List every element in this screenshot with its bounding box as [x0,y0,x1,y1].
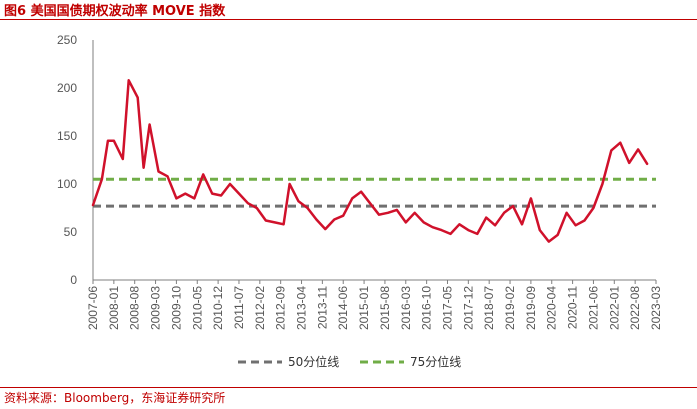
x-tick-label: 2013-04 [295,286,309,330]
x-tick-label: 2011-07 [232,286,246,329]
x-tick-label: 2007-06 [86,286,100,330]
x-tick-label: 2008-08 [128,286,142,330]
y-tick-label: 200 [57,81,77,95]
x-tick-label: 2009-10 [169,286,183,330]
x-tick-label: 2010-05 [190,286,204,330]
y-tick-label: 50 [64,225,78,239]
x-tick-label: 2022-08 [628,286,642,330]
x-tick-label: 2022-01 [607,286,621,330]
x-tick-label: 2018-07 [482,286,496,330]
x-tick-label: 2019-09 [524,286,538,330]
x-tick-label: 2017-05 [440,286,454,330]
x-tick-label: 2015-08 [378,286,392,330]
x-tick-label: 2009-03 [149,286,163,330]
x-tick-label: 2021-06 [586,286,600,330]
x-tick-label: 2020-11 [566,286,580,329]
move-series-line [91,79,649,243]
x-tick-label: 2019-02 [503,286,517,330]
y-tick-label: 250 [57,33,77,47]
y-tick-labels: 0 50 100 150 200 250 [57,33,77,287]
x-tick-label: 2015-01 [357,286,371,330]
x-tick-label: 2020-04 [545,286,559,330]
figure-title: 图6 美国国债期权波动率 MOVE 指数 [4,4,226,19]
x-tick-labels: 2007-06 2008-01 2008-08 2009-03 2009-10 2010-… [86,280,663,330]
y-tick-label: 0 [70,273,77,287]
chart-axes [92,40,656,281]
x-tick-label: 2016-10 [420,286,434,330]
x-tick-label: 2012-09 [274,286,288,330]
y-tick-label: 150 [57,129,77,143]
legend-label: 75分位线 [410,354,461,369]
x-tick-label: 2008-01 [107,286,121,330]
source-note: 资料来源：Bloomberg，东海证券研究所 [4,391,226,405]
x-tick-label: 2013-11 [315,286,329,329]
x-tick-label: 2016-03 [399,286,413,330]
series-lines [91,79,649,243]
legend: 50分位线 75分位线 [238,354,461,369]
y-tick-label: 100 [57,177,77,191]
title-rule [0,19,697,20]
x-tick-label: 2010-12 [211,286,225,330]
x-tick-label: 2012-02 [253,286,267,330]
source-rule [0,387,697,388]
legend-label: 50分位线 [288,354,339,369]
x-tick-label: 2023-03 [649,286,663,330]
reference-lines [93,177,656,208]
x-tick-label: 2014-06 [336,286,350,330]
x-tick-label: 2017-12 [461,286,475,330]
